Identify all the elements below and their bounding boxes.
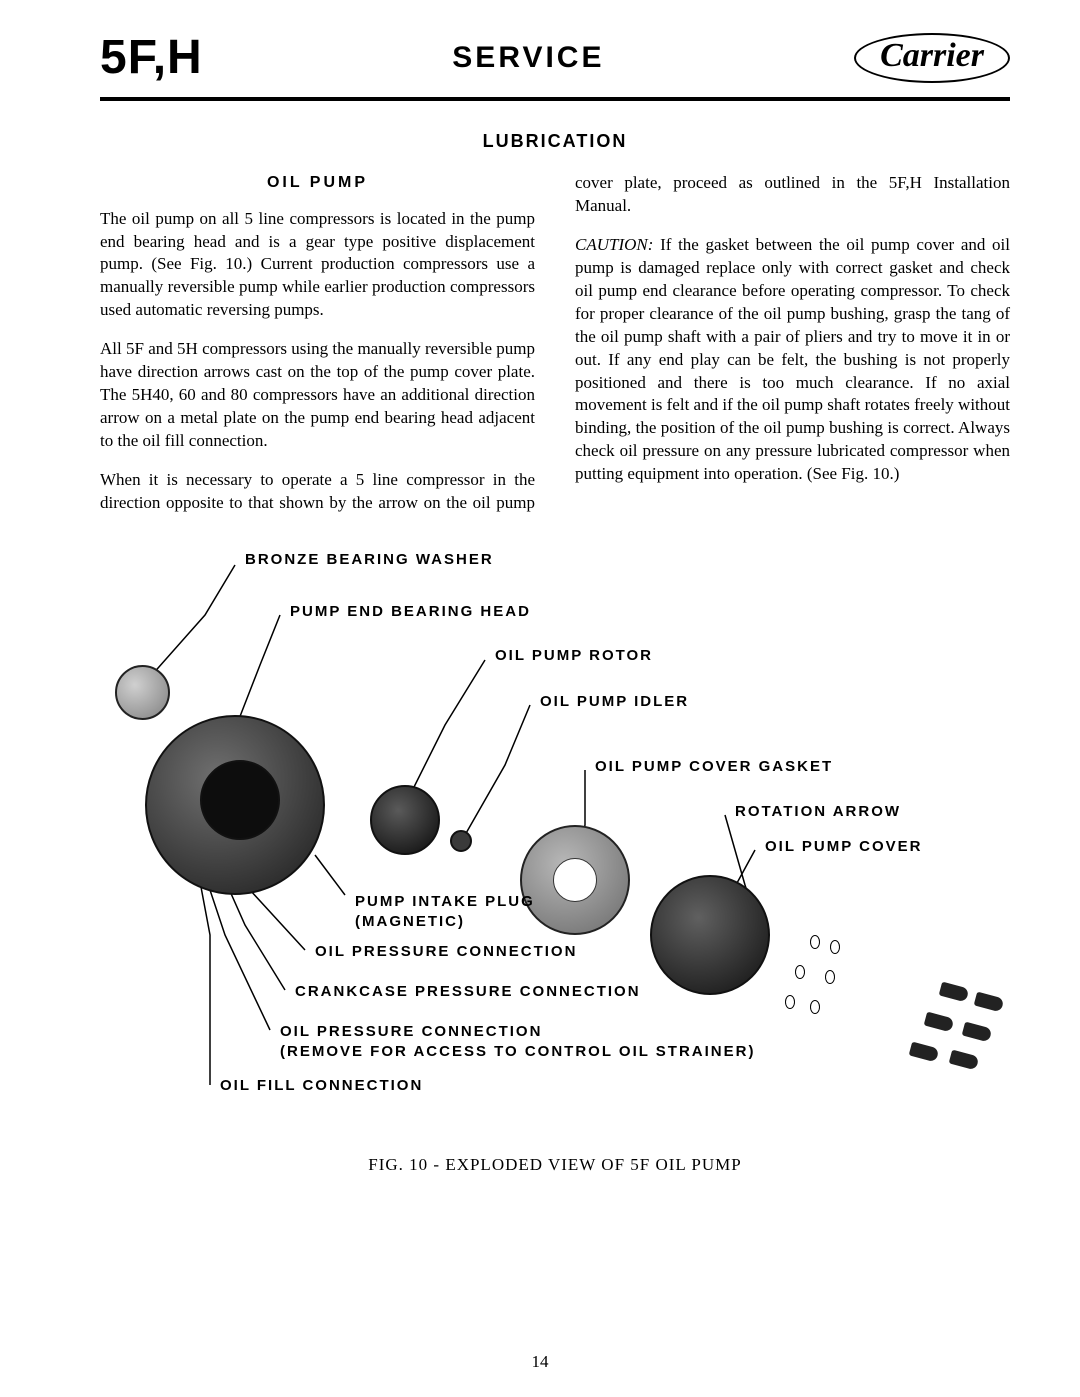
part-oil-pump-rotor [370,785,440,855]
label-oil-pressure-connection-2b: (REMOVE FOR ACCESS TO CONTROL OIL STRAIN… [280,1043,755,1060]
service-title: SERVICE [452,41,604,75]
section-title: LUBRICATION [100,131,1010,152]
body-text: OIL PUMP The oil pump on all 5 line comp… [100,172,1010,515]
label-oil-pump-idler: OIL PUMP IDLER [540,693,689,710]
cover-hole [785,995,795,1009]
label-pump-intake-plug-line2: (MAGNETIC) [355,913,465,930]
subsection-heading: OIL PUMP [100,172,535,194]
part-bearing-head-bore [200,760,280,840]
label-crankcase-pressure-connection: CRANKCASE PRESSURE CONNECTION [295,983,641,1000]
label-oil-pump-cover: OIL PUMP COVER [765,838,922,855]
paragraph-2: All 5F and 5H compressors using the manu… [100,338,535,453]
paragraph-1: The oil pump on all 5 line compressors i… [100,208,535,323]
paragraph-4-body: If the gasket between the oil pump cover… [575,235,1010,483]
label-pump-end-bearing-head: PUMP END BEARING HEAD [290,603,531,620]
label-rotation-arrow: ROTATION ARROW [735,803,901,820]
exploded-view-diagram: BRONZE BEARING WASHER PUMP END BEARING H… [105,545,1005,1125]
label-pump-intake-plug-line1: PUMP INTAKE PLUG [355,893,535,910]
part-oil-pump-cover [650,875,770,995]
paragraph-4: CAUTION: If the gasket between the oil p… [575,234,1010,486]
label-oil-pressure-connection-2a: OIL PRESSURE CONNECTION [280,1023,542,1040]
cover-hole [810,1000,820,1014]
part-oil-pump-idler [450,830,472,852]
page-number: 14 [532,1352,549,1372]
label-oil-fill-connection: OIL FILL CONNECTION [220,1077,423,1094]
part-bronze-bearing-washer [115,665,170,720]
label-oil-pump-rotor: OIL PUMP ROTOR [495,647,653,664]
cover-hole [810,935,820,949]
figure-caption: FIG. 10 - EXPLODED VIEW OF 5F OIL PUMP [100,1155,1010,1175]
model-code: 5F,H [100,30,203,85]
brand-logo: Carrier [854,33,1010,83]
cover-hole [825,970,835,984]
label-oil-pump-cover-gasket: OIL PUMP COVER GASKET [595,758,833,775]
caution-label: CAUTION: [575,235,653,254]
page-header: 5F,H SERVICE Carrier [100,30,1010,101]
cover-hole [830,940,840,954]
label-oil-pressure-connection-1: OIL PRESSURE CONNECTION [315,943,577,960]
part-gasket-hole [553,858,597,902]
label-bronze-bearing-washer: BRONZE BEARING WASHER [245,551,494,568]
cover-hole [795,965,805,979]
